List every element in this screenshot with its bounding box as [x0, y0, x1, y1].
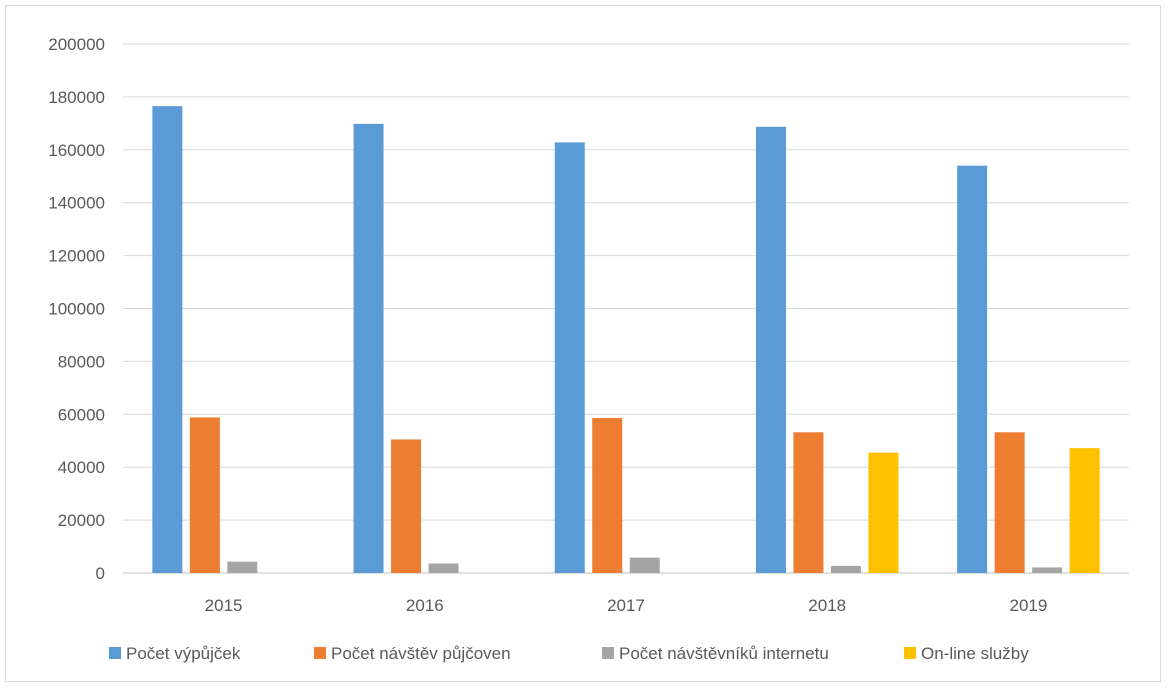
bar — [1069, 448, 1100, 573]
y-tick-label: 60000 — [58, 405, 105, 424]
x-tick-label: 2017 — [607, 596, 645, 615]
x-tick-label: 2018 — [808, 596, 846, 615]
gridlines — [123, 43, 1129, 574]
bar — [189, 417, 220, 573]
y-tick-label: 180000 — [48, 88, 105, 107]
bar-chart: 0 20000 40000 60000 80000 100000 120000 140000 1… — [48, 35, 1129, 663]
legend: Počet výpůjček Počet návštěv půjčoven Poče… — [109, 644, 1029, 663]
bar — [629, 557, 660, 573]
y-tick-label: 120000 — [48, 247, 105, 266]
bar — [353, 123, 384, 573]
bar — [227, 561, 258, 573]
y-tick-label: 140000 — [48, 194, 105, 213]
bar — [428, 563, 459, 573]
x-tick-label: 2015 — [205, 596, 243, 615]
legend-swatch — [602, 647, 614, 659]
y-tick-label: 100000 — [48, 300, 105, 319]
chart-frame: 0 20000 40000 60000 80000 100000 120000 140000 1… — [5, 5, 1161, 682]
y-axis-tick-labels: 0 20000 40000 60000 80000 100000 120000 140000 1… — [48, 35, 105, 583]
bar — [830, 565, 861, 573]
bar — [957, 165, 988, 574]
legend-label: Počet výpůjček — [126, 644, 241, 663]
x-axis-tick-labels: 2015 2016 2017 2018 2019 — [205, 596, 1048, 615]
y-tick-label: 40000 — [58, 458, 105, 477]
legend-label: Počet návštěvníků internetu — [619, 644, 829, 663]
bar — [755, 126, 786, 573]
bars — [152, 106, 1100, 574]
legend-item: Počet návštěvníků internetu — [602, 644, 829, 663]
y-tick-label: 200000 — [48, 35, 105, 54]
legend-item: Počet výpůjček — [109, 644, 241, 663]
legend-item: On-line služby — [904, 644, 1029, 663]
bar — [391, 439, 422, 573]
bar — [592, 418, 623, 573]
y-tick-label: 20000 — [58, 511, 105, 530]
x-tick-label: 2019 — [1009, 596, 1047, 615]
legend-swatch — [314, 647, 326, 659]
bar — [868, 452, 899, 573]
y-tick-label: 160000 — [48, 141, 105, 160]
legend-item: Počet návštěv půjčoven — [314, 644, 511, 663]
legend-swatch — [109, 647, 121, 659]
y-tick-label: 80000 — [58, 352, 105, 371]
bar — [793, 432, 824, 573]
bar — [554, 142, 585, 574]
legend-swatch — [904, 647, 916, 659]
bar — [994, 432, 1025, 573]
bar — [1032, 567, 1063, 573]
x-tick-label: 2016 — [406, 596, 444, 615]
y-tick-label: 0 — [96, 564, 105, 583]
legend-label: Počet návštěv půjčoven — [331, 644, 511, 663]
bar — [152, 106, 183, 573]
legend-label: On-line služby — [921, 644, 1029, 663]
